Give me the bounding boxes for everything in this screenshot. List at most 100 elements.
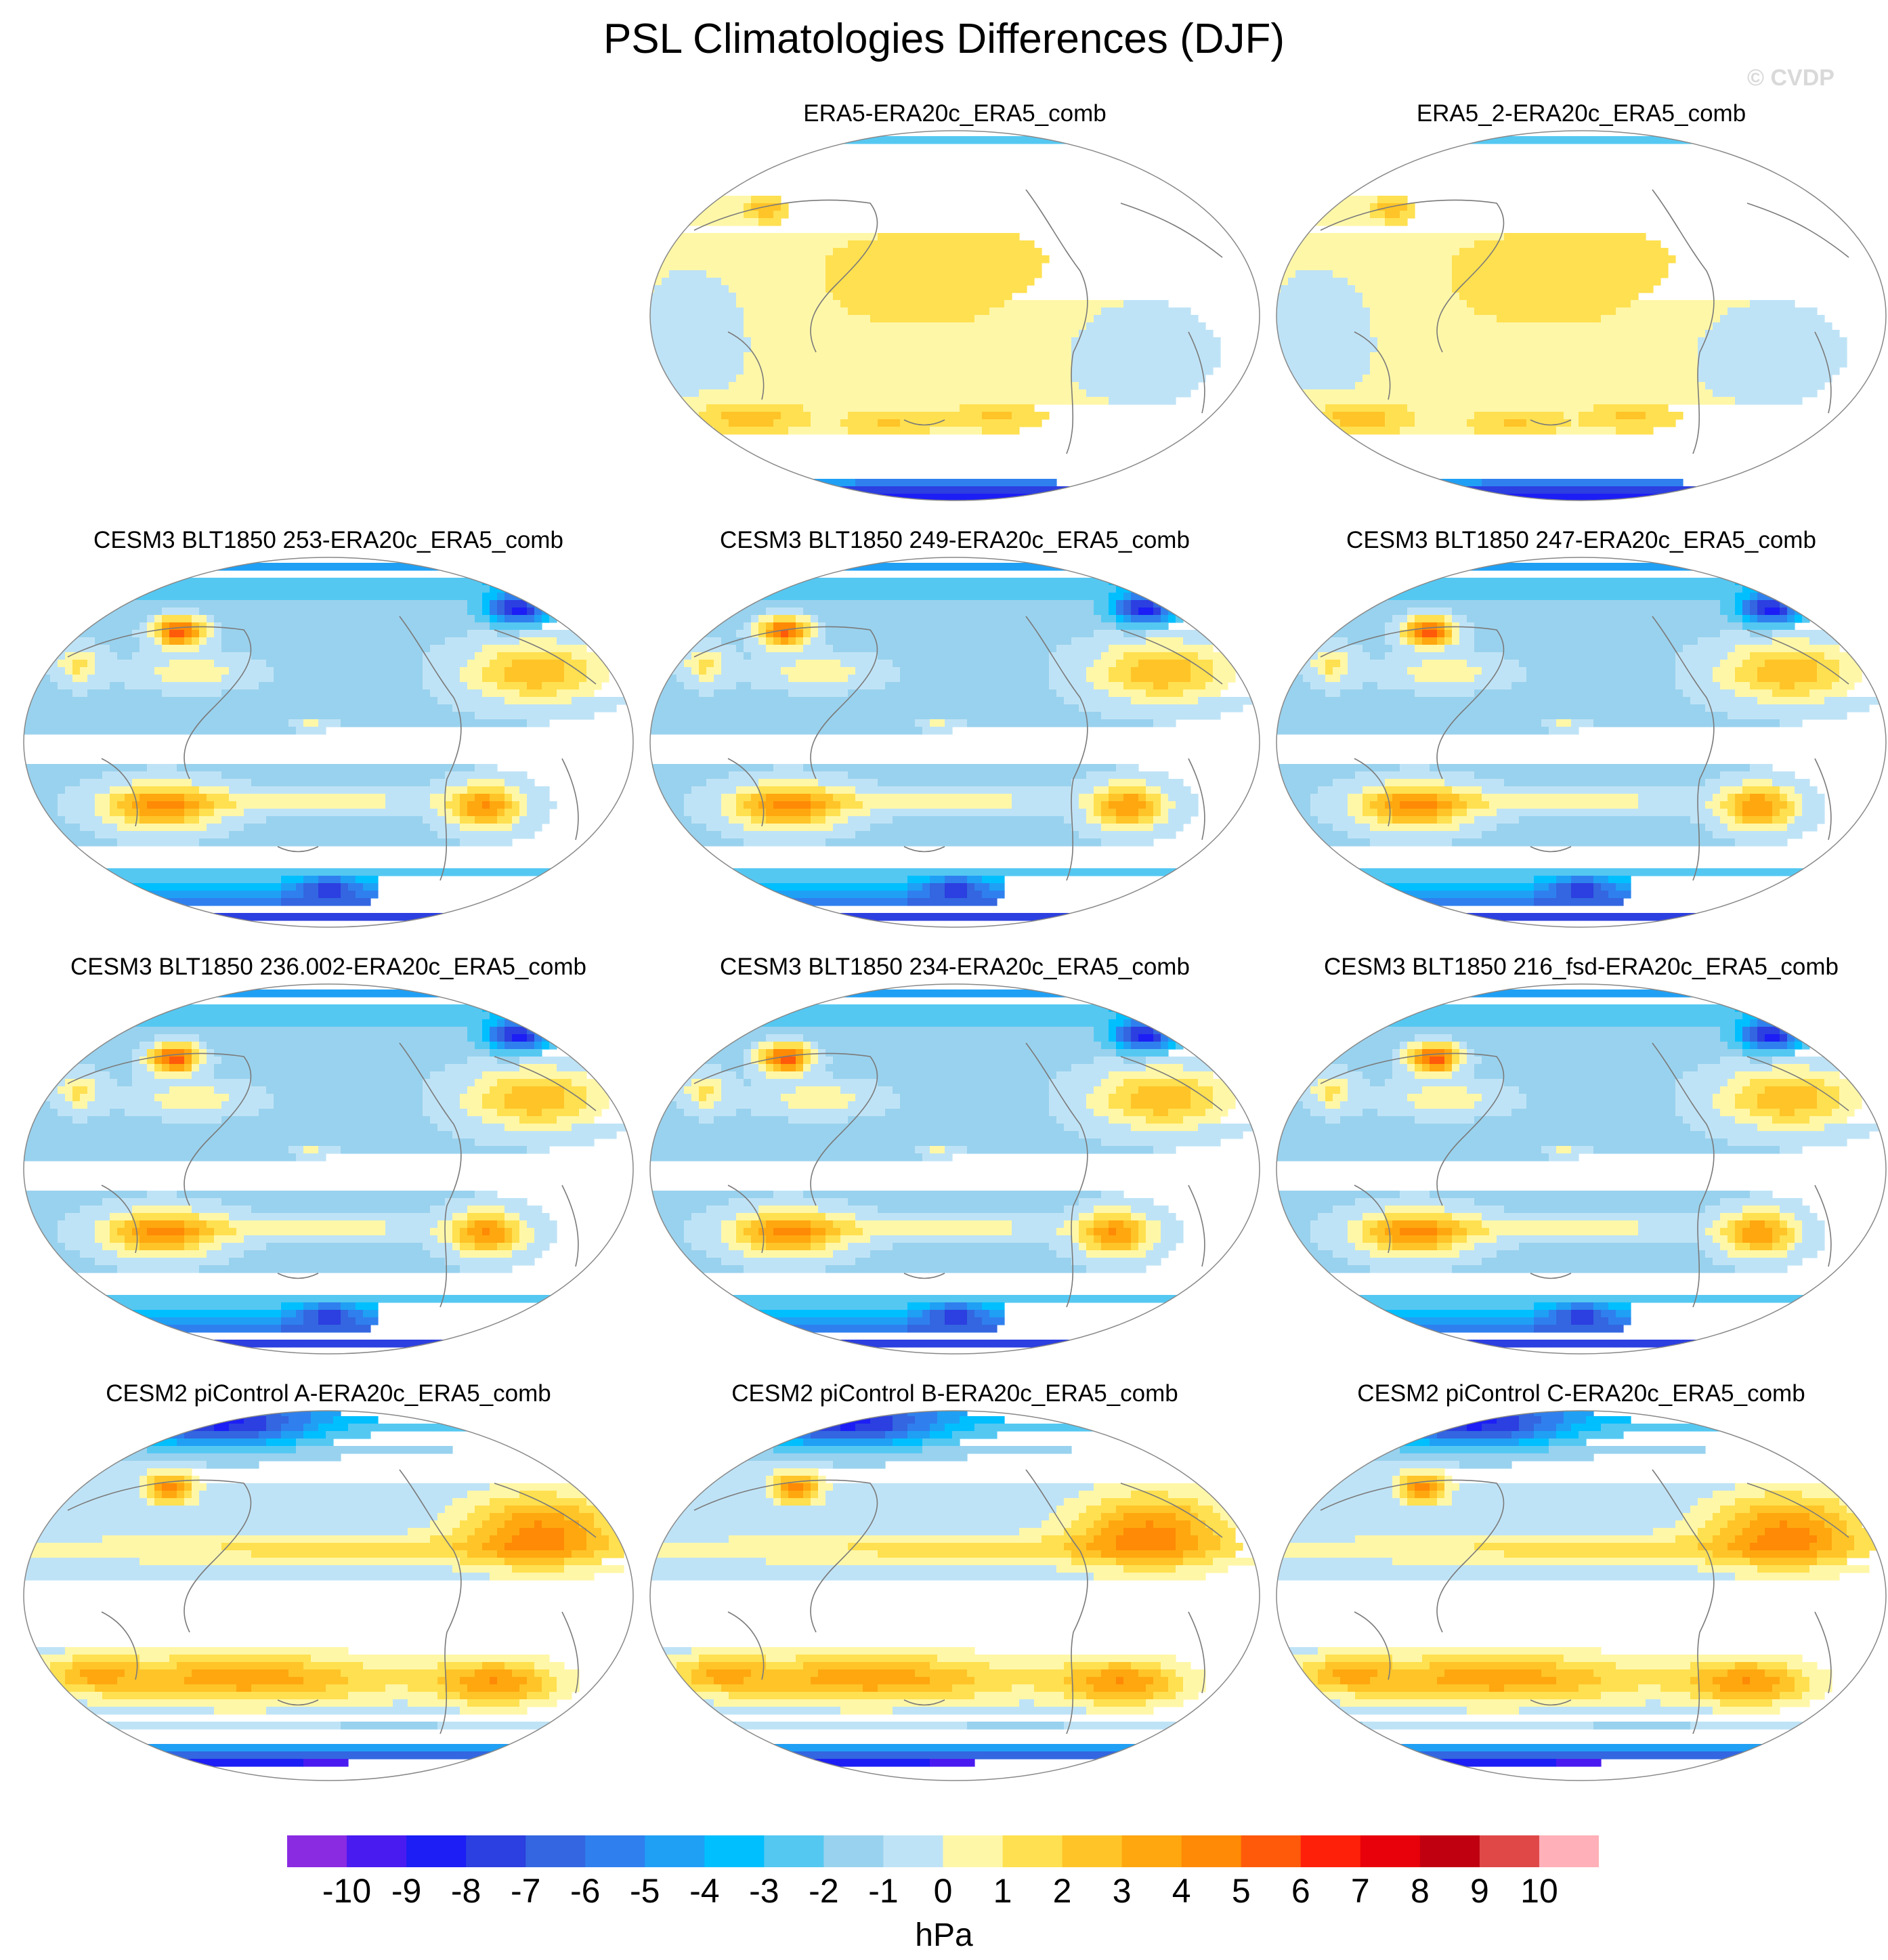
map-border — [1276, 1410, 1887, 1781]
map-svg — [1276, 983, 1887, 1355]
colorbar-tick-label: -3 — [749, 1872, 779, 1910]
panel-title: ERA5_2-ERA20c_ERA5_comb — [1416, 100, 1746, 127]
colorbar-box — [1419, 1835, 1480, 1867]
coastlines — [1320, 616, 1849, 881]
panel-title: CESM3 BLT1850 247-ERA20c_ERA5_comb — [1346, 527, 1816, 553]
coastlines — [67, 1469, 597, 1734]
map-svg — [1276, 1410, 1887, 1781]
colorbar-box — [764, 1835, 824, 1867]
colorbar-box — [1121, 1835, 1182, 1867]
colorbar-box — [943, 1835, 1004, 1867]
map-border — [649, 1410, 1260, 1781]
colorbar-box — [347, 1835, 407, 1867]
map-border — [23, 983, 634, 1355]
psl-field — [1276, 136, 1870, 500]
cvdp-watermark: © CVDP — [1747, 65, 1835, 91]
colorbar-unit-label: hPa — [915, 1917, 973, 1953]
map-border — [649, 130, 1260, 501]
map-svg — [649, 1410, 1260, 1781]
map-panel — [647, 1409, 1263, 1783]
psl-field — [650, 563, 1258, 921]
map-border — [1276, 130, 1887, 501]
colorbar-tick-label: 6 — [1291, 1872, 1310, 1910]
map-panel — [1273, 982, 1888, 1356]
colorbar-tick-label: -6 — [570, 1872, 601, 1910]
coastlines — [67, 616, 597, 881]
coastlines — [693, 616, 1223, 881]
map-panel — [1273, 129, 1888, 503]
panel-title: CESM3 BLT1850 216_fsd-ERA20c_ERA5_comb — [1323, 954, 1839, 980]
coastlines — [693, 1042, 1223, 1308]
map-svg — [23, 557, 634, 928]
map-panel — [1273, 1409, 1888, 1783]
colorbar-tick-label: -5 — [630, 1872, 660, 1910]
colorbar — [287, 1835, 1599, 1867]
psl-field — [1276, 563, 1885, 921]
colorbar-tick-label: 8 — [1410, 1872, 1430, 1910]
psl-field — [24, 989, 632, 1348]
map-panel — [647, 555, 1263, 929]
colorbar-box — [525, 1835, 586, 1867]
colorbar-box — [466, 1835, 526, 1867]
panel-title: CESM3 BLT1850 249-ERA20c_ERA5_comb — [720, 527, 1190, 553]
colorbar-box — [1300, 1835, 1361, 1867]
figure-title: PSL Climatologies Differences (DJF) — [603, 16, 1285, 62]
psl-field — [650, 989, 1258, 1348]
map-border — [1276, 983, 1887, 1355]
colorbar-box — [704, 1835, 765, 1867]
map-svg — [23, 983, 634, 1355]
colorbar-box — [1360, 1835, 1421, 1867]
colorbar-tick-label: -7 — [510, 1872, 541, 1910]
colorbar-tick-label: 4 — [1172, 1872, 1191, 1910]
colorbar-box — [585, 1835, 645, 1867]
psl-field — [24, 563, 632, 921]
psl-field — [650, 136, 1243, 500]
map-panel — [647, 982, 1263, 1356]
coastlines — [693, 1469, 1223, 1734]
colorbar-box — [287, 1835, 347, 1867]
map-border — [649, 557, 1260, 928]
colorbar-box — [1539, 1835, 1599, 1867]
panel-title: CESM2 piControl A-ERA20c_ERA5_comb — [106, 1380, 551, 1407]
colorbar-box — [645, 1835, 705, 1867]
map-svg — [23, 1410, 634, 1781]
coastlines — [1320, 1042, 1849, 1308]
colorbar-box — [1002, 1835, 1063, 1867]
colorbar-tick-label: 9 — [1470, 1872, 1489, 1910]
colorbar-box — [1241, 1835, 1302, 1867]
colorbar-box — [1181, 1835, 1242, 1867]
map-panel — [20, 555, 637, 929]
panel-title: CESM3 BLT1850 253-ERA20c_ERA5_comb — [93, 527, 563, 553]
colorbar-tick-label: 10 — [1520, 1872, 1558, 1910]
map-panel — [1273, 555, 1888, 929]
colorbar-tick-label: -9 — [391, 1872, 422, 1910]
colorbar-tick-label: 5 — [1231, 1872, 1251, 1910]
colorbar-tick-label: 1 — [993, 1872, 1012, 1910]
map-panel — [20, 982, 637, 1356]
coastlines — [1320, 1469, 1849, 1734]
colorbar-tick-label: 3 — [1112, 1872, 1132, 1910]
psl-field — [24, 1411, 632, 1767]
colorbar-tick-label: 0 — [933, 1872, 953, 1910]
panel-title: CESM2 piControl C-ERA20c_ERA5_comb — [1357, 1380, 1805, 1407]
map-panel — [20, 1409, 637, 1783]
coastlines — [693, 189, 1223, 454]
colorbar-box — [883, 1835, 943, 1867]
map-border — [23, 1410, 634, 1781]
panel-title: CESM3 BLT1850 234-ERA20c_ERA5_comb — [720, 954, 1190, 980]
map-svg — [1276, 557, 1887, 928]
colorbar-tick-label: -2 — [809, 1872, 839, 1910]
colorbar-tick-label: -10 — [322, 1872, 372, 1910]
map-border — [23, 557, 634, 928]
colorbar-tick-label: 7 — [1350, 1872, 1370, 1910]
colorbar-tick-label: -8 — [450, 1872, 481, 1910]
map-svg — [1276, 130, 1887, 501]
psl-field — [1276, 989, 1885, 1348]
map-border — [1276, 557, 1887, 928]
map-svg — [649, 130, 1260, 501]
colorbar-box — [1479, 1835, 1540, 1867]
map-svg — [649, 983, 1260, 1355]
colorbar-box — [823, 1835, 884, 1867]
coastlines — [67, 1042, 597, 1308]
colorbar-tick-label: -1 — [868, 1872, 899, 1910]
